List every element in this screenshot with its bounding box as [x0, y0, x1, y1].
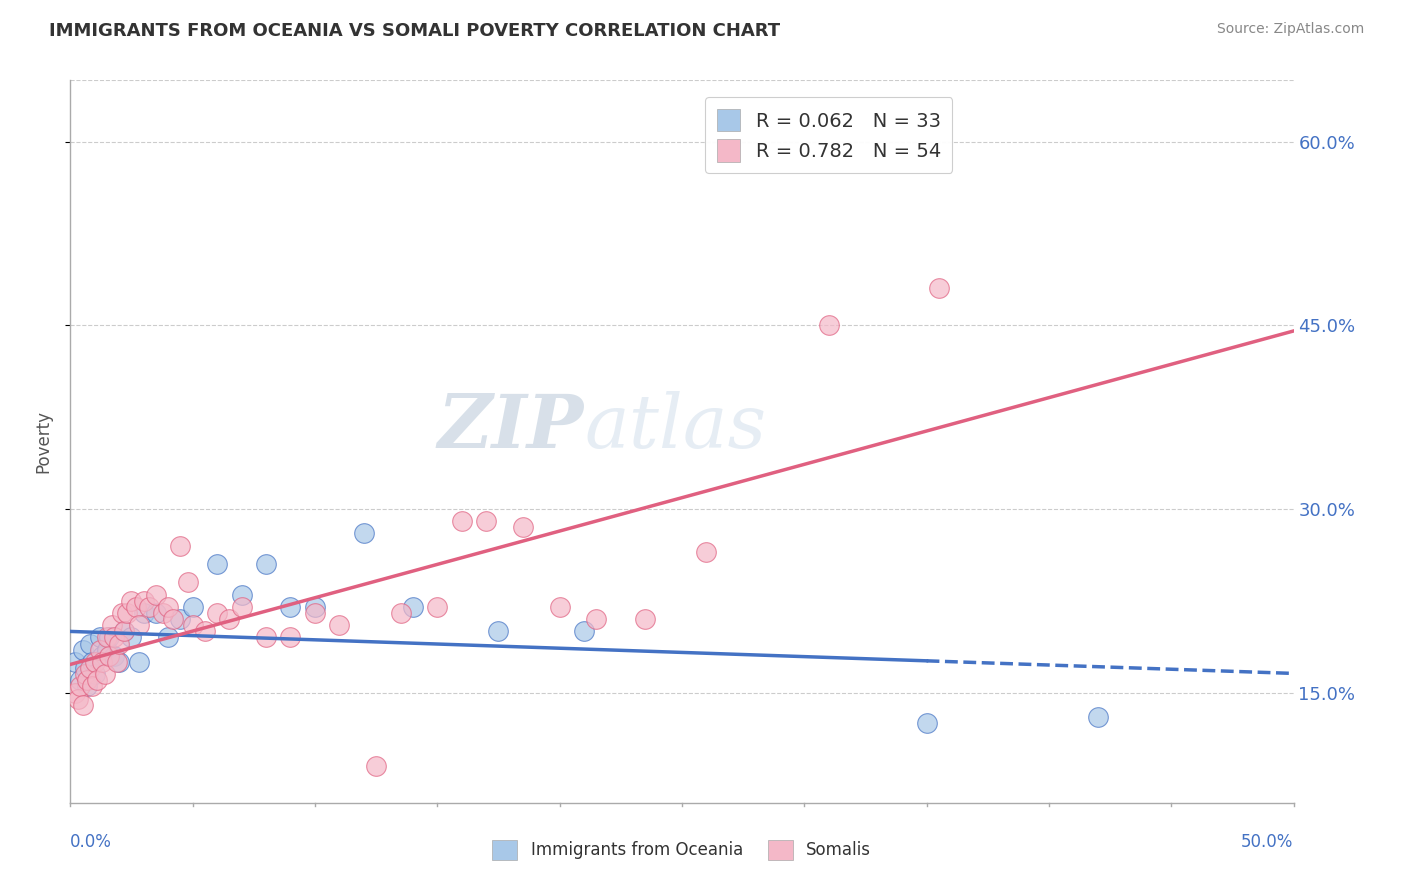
Point: [86, 673, 108, 688]
Point: [91, 655, 114, 669]
Y-axis label: Poverty: Poverty: [34, 410, 52, 473]
Point: [169, 539, 191, 553]
Point: [83, 667, 105, 681]
Point: [389, 606, 412, 620]
Point: [695, 545, 717, 559]
Point: [138, 599, 160, 614]
Point: [304, 599, 326, 614]
Point: [132, 593, 155, 607]
Point: [89, 642, 111, 657]
Point: [145, 588, 167, 602]
Point: [115, 606, 138, 620]
Point: [280, 599, 302, 614]
Point: [83, 655, 105, 669]
Text: Source: ZipAtlas.com: Source: ZipAtlas.com: [1216, 22, 1364, 37]
Point: [121, 631, 143, 645]
Point: [572, 624, 595, 639]
Point: [108, 637, 131, 651]
Point: [112, 624, 135, 639]
Point: [79, 637, 101, 651]
Point: [101, 618, 124, 632]
Point: [72, 698, 94, 712]
Point: [915, 716, 938, 731]
Point: [103, 648, 125, 663]
Point: [76, 680, 98, 694]
Text: 0.0%: 0.0%: [70, 833, 112, 851]
Point: [205, 557, 228, 571]
Point: [72, 642, 94, 657]
Text: atlas: atlas: [583, 391, 766, 463]
Point: [82, 655, 104, 669]
Point: [132, 606, 155, 620]
Point: [1087, 710, 1109, 724]
Point: [121, 593, 143, 607]
Point: [328, 618, 350, 632]
Point: [89, 631, 111, 645]
Point: [91, 648, 114, 663]
Point: [103, 631, 125, 645]
Point: [254, 557, 277, 571]
Point: [69, 673, 91, 688]
Point: [475, 514, 498, 528]
Point: [96, 642, 118, 657]
Point: [205, 606, 228, 620]
Point: [254, 631, 277, 645]
Point: [181, 599, 204, 614]
Point: [76, 673, 98, 688]
Point: [152, 606, 174, 620]
Point: [82, 680, 104, 694]
Point: [79, 661, 101, 675]
Point: [585, 612, 607, 626]
Point: [304, 606, 326, 620]
Point: [928, 281, 950, 295]
Point: [231, 588, 253, 602]
Point: [98, 648, 121, 663]
Point: [66, 691, 89, 706]
Point: [402, 599, 425, 614]
Point: [128, 618, 150, 632]
Point: [194, 624, 217, 639]
Point: [93, 667, 115, 681]
Point: [162, 612, 184, 626]
Point: [169, 612, 191, 626]
Point: [73, 661, 96, 675]
Point: [817, 318, 839, 333]
Point: [157, 631, 180, 645]
Point: [177, 575, 200, 590]
Point: [125, 599, 148, 614]
Point: [488, 624, 510, 639]
Point: [218, 612, 240, 626]
Point: [73, 667, 96, 681]
Text: ZIP: ZIP: [437, 391, 583, 463]
Point: [231, 599, 253, 614]
Point: [145, 606, 167, 620]
Point: [426, 599, 449, 614]
Point: [98, 631, 121, 645]
Point: [111, 606, 134, 620]
Point: [548, 599, 571, 614]
Point: [512, 520, 534, 534]
Point: [181, 618, 204, 632]
Point: [105, 655, 128, 669]
Point: [280, 631, 302, 645]
Point: [366, 759, 388, 773]
Point: [108, 655, 131, 669]
Point: [157, 599, 180, 614]
Point: [63, 685, 86, 699]
Point: [353, 526, 375, 541]
Point: [128, 655, 150, 669]
Point: [96, 631, 118, 645]
Text: IMMIGRANTS FROM OCEANIA VS SOMALI POVERTY CORRELATION CHART: IMMIGRANTS FROM OCEANIA VS SOMALI POVERT…: [49, 22, 780, 40]
Point: [634, 612, 657, 626]
Point: [69, 680, 91, 694]
Legend: Immigrants from Oceania, Somalis: Immigrants from Oceania, Somalis: [486, 833, 877, 867]
Point: [112, 624, 135, 639]
Text: 50.0%: 50.0%: [1241, 833, 1294, 851]
Point: [63, 655, 86, 669]
Point: [450, 514, 472, 528]
